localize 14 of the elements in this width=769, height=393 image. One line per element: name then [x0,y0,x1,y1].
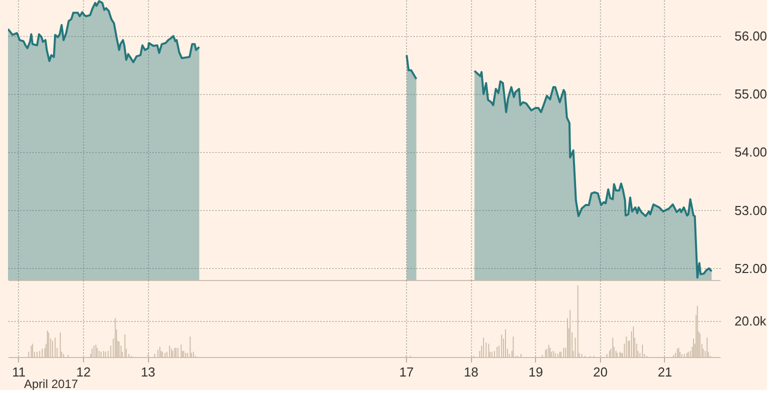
x-tick-label: 13 [140,364,156,380]
x-tick-label: 19 [528,364,543,380]
y-tick-label: 54.00 [734,144,768,160]
y-tick-label: 53.00 [734,202,768,218]
x-tick-label: 21 [658,364,672,380]
x-tick-label: 20 [593,364,608,380]
y-tick-label: 52.00 [734,260,768,276]
x-tick-label: 18 [464,364,478,380]
x-tick-label: 12 [76,364,91,380]
y-tick-label: 56.00 [734,28,768,44]
y-tick-label: 55.00 [734,86,768,102]
y-tick-label: 20.0k [734,314,767,329]
x-tick-label: 17 [399,364,414,380]
x-tick-label: 11 [12,364,26,380]
